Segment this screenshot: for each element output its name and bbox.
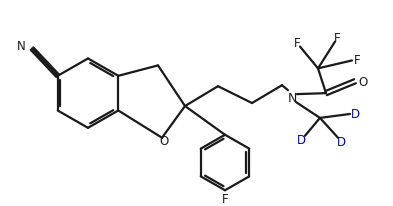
Text: N: N (17, 40, 26, 53)
Text: F: F (334, 32, 341, 45)
Text: D: D (297, 133, 307, 146)
Text: O: O (160, 135, 169, 147)
Text: F: F (294, 37, 300, 50)
Text: D: D (351, 107, 360, 120)
Text: N: N (287, 91, 297, 104)
Text: F: F (354, 54, 360, 67)
Text: O: O (358, 75, 367, 88)
Text: F: F (222, 192, 228, 205)
Text: D: D (337, 135, 346, 148)
